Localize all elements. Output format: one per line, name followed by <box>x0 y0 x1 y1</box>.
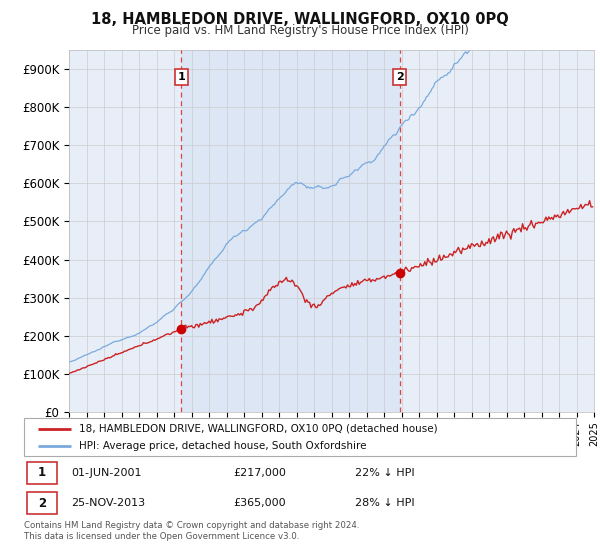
Bar <box>181 50 400 412</box>
Text: This data is licensed under the Open Government Licence v3.0.: This data is licensed under the Open Gov… <box>24 532 299 541</box>
Text: HPI: Average price, detached house, South Oxfordshire: HPI: Average price, detached house, Sout… <box>79 441 367 451</box>
Text: £365,000: £365,000 <box>234 498 286 508</box>
Bar <box>27 492 57 515</box>
Text: 2: 2 <box>396 72 404 82</box>
Text: 1: 1 <box>38 466 46 479</box>
Text: 22% ↓ HPI: 22% ↓ HPI <box>355 468 415 478</box>
Text: 18, HAMBLEDON DRIVE, WALLINGFORD, OX10 0PQ: 18, HAMBLEDON DRIVE, WALLINGFORD, OX10 0… <box>91 12 509 27</box>
Text: £217,000: £217,000 <box>234 468 287 478</box>
Text: 18, HAMBLEDON DRIVE, WALLINGFORD, OX10 0PQ (detached house): 18, HAMBLEDON DRIVE, WALLINGFORD, OX10 0… <box>79 424 438 434</box>
Text: 2: 2 <box>38 497 46 510</box>
Text: Contains HM Land Registry data © Crown copyright and database right 2024.: Contains HM Land Registry data © Crown c… <box>24 521 359 530</box>
Text: Price paid vs. HM Land Registry's House Price Index (HPI): Price paid vs. HM Land Registry's House … <box>131 24 469 37</box>
Bar <box>27 461 57 484</box>
Text: 25-NOV-2013: 25-NOV-2013 <box>71 498 145 508</box>
Text: 28% ↓ HPI: 28% ↓ HPI <box>355 498 415 508</box>
Text: 01-JUN-2001: 01-JUN-2001 <box>71 468 142 478</box>
Text: 1: 1 <box>178 72 185 82</box>
